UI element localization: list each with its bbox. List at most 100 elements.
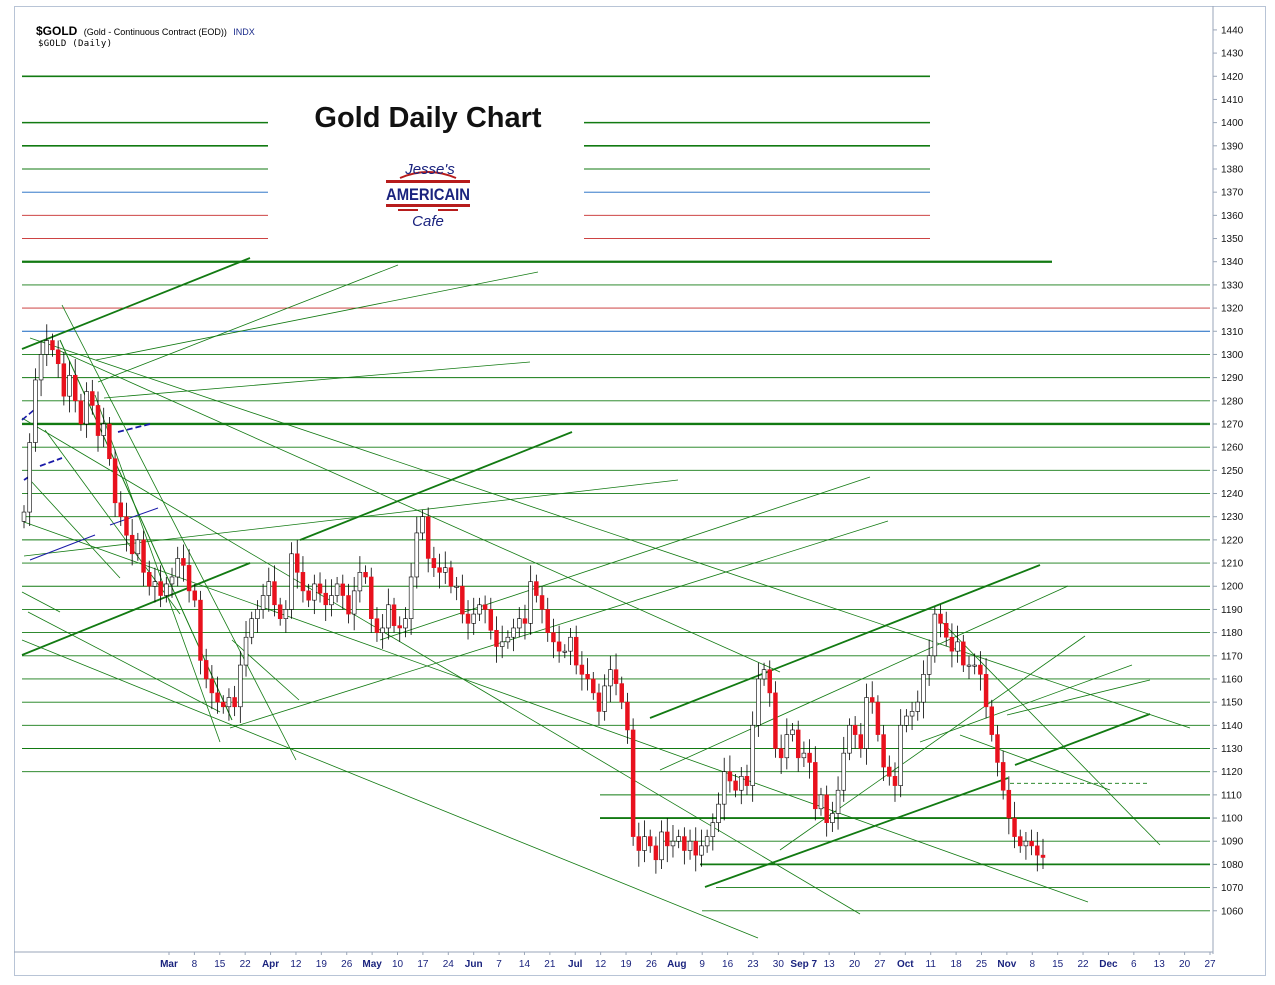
candle xyxy=(334,576,340,603)
x-tick-label: Dec xyxy=(1099,959,1118,970)
x-tick-label: 20 xyxy=(849,959,861,970)
candle-body xyxy=(978,664,983,675)
candle xyxy=(534,574,539,603)
candle xyxy=(1012,801,1017,849)
candle-body xyxy=(243,636,249,666)
y-tick-label: 1350 xyxy=(1221,234,1244,245)
x-tick-label: 9 xyxy=(699,959,705,970)
candle xyxy=(21,505,27,529)
candle-body xyxy=(141,539,146,573)
candle-body xyxy=(716,803,721,823)
candle-body xyxy=(596,692,602,712)
chart-frame xyxy=(14,6,1266,976)
candle xyxy=(27,433,32,526)
channel-segment xyxy=(117,423,151,433)
candle xyxy=(693,827,698,872)
x-tick-label: 23 xyxy=(747,959,759,970)
y-tick-label: 1080 xyxy=(1221,860,1244,871)
trend-line xyxy=(379,476,871,641)
candle-body xyxy=(50,340,55,351)
candle-body xyxy=(101,423,106,436)
candle-body xyxy=(642,836,647,851)
candle xyxy=(152,567,158,603)
candle xyxy=(209,665,215,710)
trend-line xyxy=(23,521,1089,903)
candle-body xyxy=(784,734,790,759)
x-tick-label: Mar xyxy=(160,959,178,970)
y-tick-label: 1330 xyxy=(1221,280,1244,291)
candle xyxy=(716,792,721,832)
candle xyxy=(226,688,232,721)
candle-body xyxy=(33,379,38,443)
candle-body xyxy=(744,776,750,786)
candle xyxy=(1029,829,1034,856)
y-tick-label: 1300 xyxy=(1221,350,1244,361)
candle xyxy=(192,583,198,608)
candle-body xyxy=(773,692,778,749)
candle-body xyxy=(949,636,955,652)
candle xyxy=(835,776,841,830)
candle xyxy=(926,639,932,686)
x-tick-label: Apr xyxy=(262,959,279,970)
trend-line xyxy=(103,361,531,399)
candle xyxy=(801,741,807,768)
candle-body xyxy=(1000,762,1006,791)
candle xyxy=(602,674,607,721)
chart-subtitle: $GOLD (Daily) xyxy=(38,39,113,49)
candle-body xyxy=(630,729,636,837)
candle-body xyxy=(272,581,277,606)
candle-body xyxy=(733,780,738,791)
candle-body xyxy=(847,725,852,754)
y-tick-label: 1290 xyxy=(1221,373,1244,384)
candle-body xyxy=(380,627,385,633)
candle-body xyxy=(363,572,368,578)
candle xyxy=(391,597,397,633)
candle xyxy=(818,787,824,816)
candle-body xyxy=(420,516,425,534)
candle-body xyxy=(989,706,995,735)
candle-body xyxy=(869,697,875,703)
x-tick-label: Oct xyxy=(897,959,914,970)
candle xyxy=(221,695,226,714)
candle-body xyxy=(921,674,926,703)
candle-body xyxy=(539,595,545,610)
candle xyxy=(978,651,983,691)
price-chart[interactable]: 1060107010801090110011101120113011401150… xyxy=(14,6,1266,976)
candle xyxy=(67,361,72,413)
trend-line xyxy=(1006,679,1151,716)
candle-body xyxy=(255,609,260,619)
candle-body xyxy=(562,650,568,653)
candle-body xyxy=(852,725,858,735)
candle-body xyxy=(943,623,949,638)
candle-body xyxy=(955,641,960,652)
candle xyxy=(238,651,243,724)
x-tick-label: 20 xyxy=(1179,959,1191,970)
candle xyxy=(682,827,687,865)
x-tick-label: 10 xyxy=(392,959,404,970)
candle-body xyxy=(1040,854,1046,858)
candle-body xyxy=(864,697,869,749)
candle-body xyxy=(505,636,511,643)
candle-body xyxy=(693,840,698,856)
candle xyxy=(107,417,112,466)
candle-body xyxy=(767,669,772,694)
y-tick-label: 1250 xyxy=(1221,466,1244,477)
candle xyxy=(129,519,135,566)
candle-body xyxy=(112,458,118,504)
candle xyxy=(710,813,716,851)
candle-body xyxy=(21,511,27,522)
x-tick-label: Jul xyxy=(568,959,583,970)
y-tick-label: 1440 xyxy=(1221,25,1244,36)
candle xyxy=(448,560,454,594)
trend-line xyxy=(21,639,759,939)
trend-line xyxy=(44,429,181,615)
trend-line xyxy=(57,349,781,673)
candle-body xyxy=(465,613,471,624)
y-tick-label: 1280 xyxy=(1221,396,1244,407)
candle-body xyxy=(289,553,294,610)
candle-body xyxy=(824,794,829,823)
candle xyxy=(118,491,124,526)
channel-segment xyxy=(39,457,63,467)
trend-line xyxy=(29,337,1191,729)
candle xyxy=(778,734,784,775)
